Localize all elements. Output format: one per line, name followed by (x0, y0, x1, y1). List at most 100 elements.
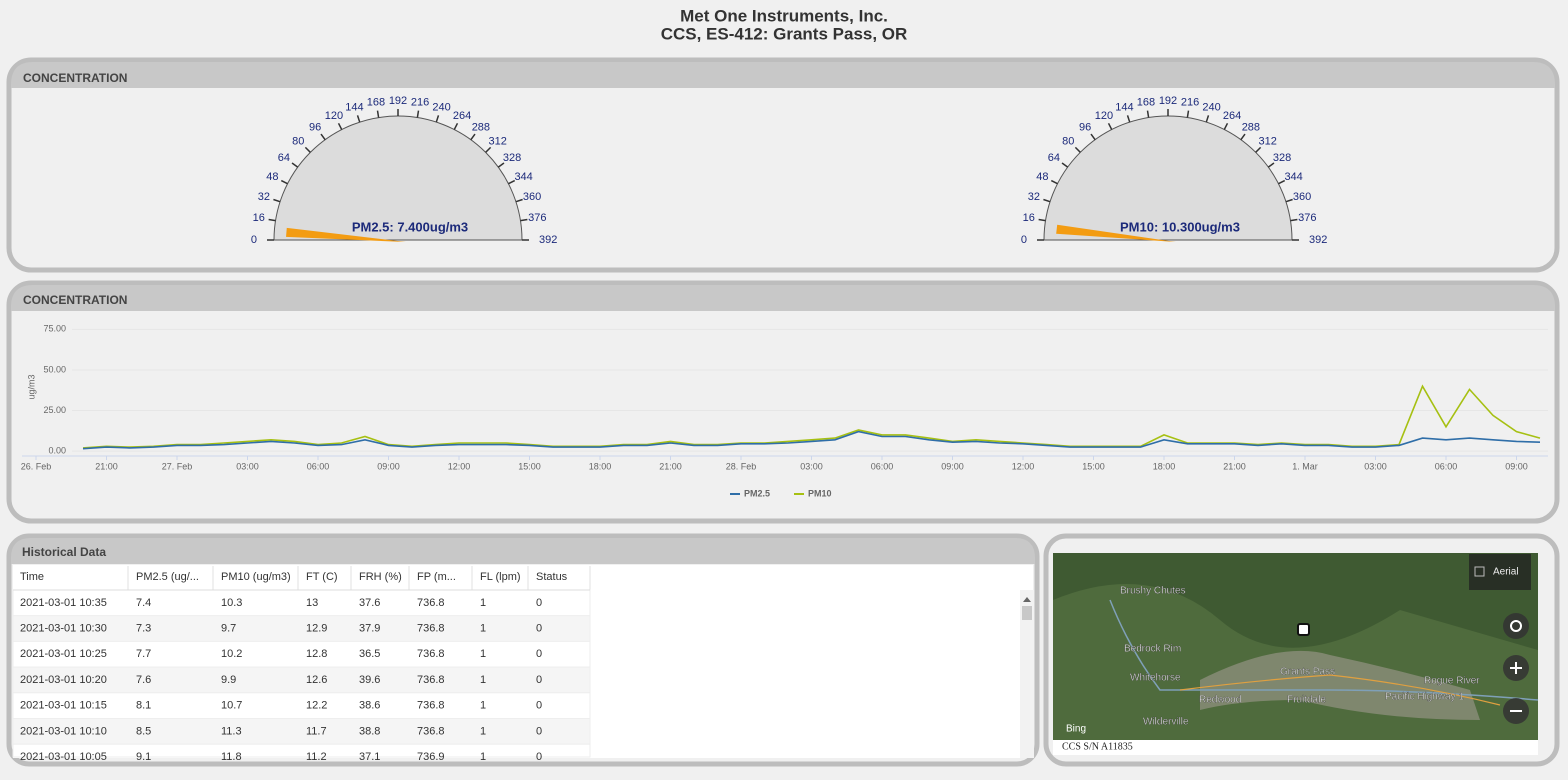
table-cell: 0 (536, 700, 542, 712)
gauge-tick-label: 0 (251, 234, 257, 246)
gauge-tick-label: 312 (1259, 136, 1277, 148)
gauge-tick-label: 16 (1023, 212, 1035, 224)
table-cell: 8.5 (136, 725, 151, 737)
table-cell: 8.1 (136, 700, 151, 712)
x-tick-label: 09:00 (377, 461, 400, 471)
page-subtitle: CCS, ES-412: Grants Pass, OR (661, 24, 908, 43)
x-tick-label: 12:00 (448, 461, 471, 471)
table-cell: 2021-03-01 10:15 (20, 700, 107, 712)
gauge-tick (268, 218, 276, 222)
x-tick-label: 26. Feb (21, 461, 52, 471)
gauge-tick (280, 179, 288, 185)
table-cell: 2021-03-01 10:05 (20, 751, 107, 763)
gauge-tick-label: 16 (253, 212, 265, 224)
y-axis-label: ug/m3 (26, 374, 36, 399)
gauge-tick (356, 115, 361, 123)
table-cell: 11.8 (221, 751, 242, 763)
gauge-tick-label: 216 (411, 97, 429, 109)
gauge-tick (273, 198, 281, 203)
table-cell: 10.2 (221, 648, 242, 660)
x-tick-label: 03:00 (800, 461, 823, 471)
table-cell: 12.2 (306, 700, 327, 712)
gauge-tick-label: 344 (514, 171, 532, 183)
x-tick-label: 27. Feb (162, 461, 193, 471)
gauge-tick-label: 392 (539, 234, 557, 246)
gauge-needle (1056, 224, 1176, 242)
x-tick-label: 21:00 (95, 461, 118, 471)
map[interactable]: Aerial Brushy Chutes Bedrock Rim Whitehorse… (1053, 553, 1539, 740)
table-cell: 736.8 (417, 700, 445, 712)
gauge-tick (1186, 110, 1190, 118)
x-tick-label: 03:00 (236, 461, 259, 471)
x-tick-label: 18:00 (589, 461, 612, 471)
gauge-tick (1290, 218, 1298, 222)
table-cell: 736.8 (417, 725, 445, 737)
gauge-tick-label: 32 (1028, 191, 1040, 203)
table-cell: 36.5 (359, 648, 380, 660)
y-tick-label: 50.00 (43, 364, 66, 374)
map-toggle[interactable]: Aerial (1493, 567, 1519, 578)
gauge-tick (1043, 198, 1051, 203)
gauge-face (1043, 115, 1293, 241)
x-tick-label: 15:00 (1082, 461, 1105, 471)
x-tick-label: 03:00 (1364, 461, 1387, 471)
map-place: Bedrock Rim (1124, 644, 1181, 655)
table-cell: 1 (480, 597, 486, 609)
gauge-value-label: PM10: 10.300ug/m3 (1120, 219, 1240, 234)
gauge-tick-label: 376 (528, 212, 546, 224)
table-cell: 7.4 (136, 597, 151, 609)
gauge-tick-label: 328 (1273, 152, 1291, 164)
map-place: Pacific Highway 1 (1385, 692, 1464, 703)
gauge-tick-label: 376 (1298, 212, 1316, 224)
gauge-tick (485, 146, 492, 153)
gauge-tick (1061, 162, 1069, 168)
gauge-tick-label: 264 (453, 110, 471, 122)
gauge-tick-label: 96 (1079, 121, 1091, 133)
table-cell: 736.8 (417, 648, 445, 660)
panel-header (11, 538, 1035, 564)
gauge-tick (497, 162, 505, 168)
y-tick-label: 75.00 (43, 324, 66, 334)
table-cell: 2021-03-01 10:25 (20, 648, 107, 660)
table-cell: 7.6 (136, 674, 151, 686)
gauge-tick-label: 392 (1309, 234, 1327, 246)
gauge-tick-label: 312 (489, 136, 507, 148)
gauge-tick (304, 146, 311, 153)
table-cell: 11.7 (306, 725, 327, 737)
legend-label: PM2.5 (744, 488, 770, 498)
x-tick-label: 09:00 (941, 461, 964, 471)
table-cell: 12.6 (306, 674, 327, 686)
scrollbar-thumb[interactable] (1022, 606, 1032, 620)
table-cell: 0 (536, 622, 542, 634)
gauge-tick-label: 32 (258, 191, 270, 203)
map-place: Grants Pass (1280, 667, 1335, 678)
gauge-tick-label: 80 (292, 136, 304, 148)
gauge-tick (291, 162, 299, 168)
column-header: FL (lpm) (480, 571, 521, 583)
column-header: FP (m... (417, 571, 456, 583)
map-place: Brushy Chutes (1120, 586, 1186, 597)
map-place: Redwood (1199, 695, 1241, 706)
table-row (12, 743, 591, 758)
scroll-up[interactable] (1023, 597, 1031, 602)
table-cell: 37.9 (359, 622, 380, 634)
x-tick-label: 18:00 (1153, 461, 1176, 471)
gauge-tick-label: 144 (345, 102, 363, 114)
table-cell: 37.6 (359, 597, 380, 609)
gauge-tick (416, 110, 420, 118)
column-header: FRH (%) (359, 571, 402, 583)
table-row (12, 615, 591, 642)
map-place: Rogue River (1424, 676, 1480, 687)
table-cell: 1 (480, 674, 486, 686)
panel-title: Historical Data (22, 545, 106, 559)
gauge-tick (1267, 162, 1275, 168)
column-header: FT (C) (306, 571, 338, 583)
panel-header (11, 62, 1555, 88)
scrollbar[interactable] (1020, 590, 1034, 758)
map-place: Fruitdale (1287, 695, 1326, 706)
gauge-tick-label: 216 (1181, 97, 1199, 109)
table-cell: 736.8 (417, 622, 445, 634)
gauge-tick (1240, 133, 1246, 141)
x-tick-label: 28. Feb (726, 461, 757, 471)
